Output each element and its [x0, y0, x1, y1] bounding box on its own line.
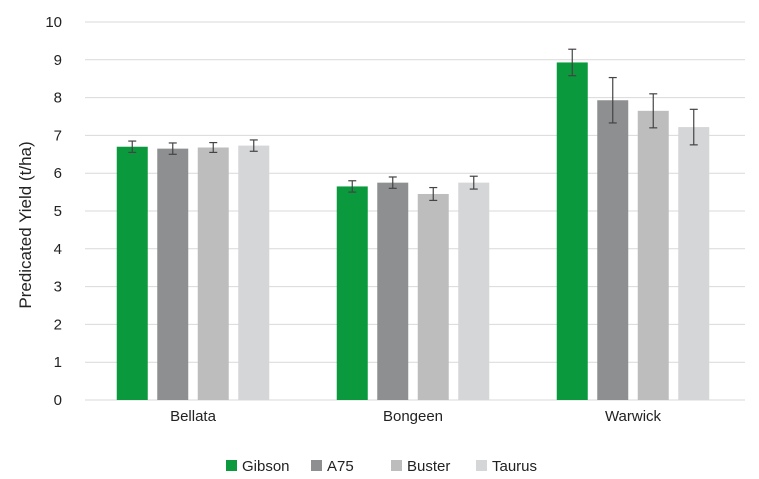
error-bars [128, 48, 698, 202]
bar-taurus-bellata [238, 145, 270, 400]
error-bar-taurus-bongeen [469, 175, 478, 190]
error-bar-gibson-warwick [568, 48, 577, 77]
y-tick-label: 2 [54, 316, 62, 333]
legend-swatch [476, 460, 487, 471]
error-bar-a75-bellata [168, 142, 177, 155]
legend: Gibson A75 Buster Taurus [226, 458, 537, 475]
legend-swatch [311, 460, 322, 471]
y-axis-title: Predicated Yield (t/ha) [16, 141, 35, 308]
error-bar-taurus-bellata [249, 139, 258, 152]
y-tick-label: 1 [54, 354, 62, 371]
legend-swatch [391, 460, 402, 471]
legend-item-a75: A75 [311, 458, 354, 475]
x-tick-label: Bellata [170, 408, 217, 425]
bars [116, 62, 710, 401]
bar-gibson-bongeen [336, 186, 368, 400]
bar-buster-bellata [197, 147, 229, 400]
y-tick-label: 7 [54, 127, 62, 144]
error-bar-taurus-warwick [689, 108, 698, 146]
bar-a75-bellata [157, 148, 189, 400]
bar-taurus-warwick [678, 127, 710, 401]
error-bar-a75-warwick [608, 76, 617, 124]
y-tick-label: 6 [54, 165, 62, 182]
legend-label: A75 [327, 458, 354, 475]
bar-buster-warwick [637, 110, 669, 400]
y-tick-label: 10 [45, 14, 62, 31]
bar-gibson-bellata [116, 146, 148, 400]
y-tick-label: 0 [54, 392, 62, 409]
bar-gibson-warwick [556, 62, 588, 401]
bar-a75-bongeen [377, 182, 409, 400]
y-tick-label: 3 [54, 279, 62, 296]
bar-buster-bongeen [417, 193, 449, 400]
y-tick-label: 8 [54, 90, 62, 107]
legend-item-gibson: Gibson [226, 458, 290, 475]
y-tick-label: 5 [54, 203, 62, 220]
legend-label: Taurus [492, 458, 537, 475]
bar-a75-warwick [597, 100, 629, 400]
error-bar-buster-warwick [649, 93, 658, 129]
y-axis-tick-labels: 0 1 2 3 4 5 6 7 8 9 10 [45, 14, 62, 409]
y-tick-label: 4 [54, 241, 62, 258]
error-bar-gibson-bellata [128, 140, 137, 154]
error-bar-buster-bellata [209, 141, 218, 154]
legend-swatch [226, 460, 237, 471]
error-bar-a75-bongeen [388, 176, 397, 189]
legend-item-buster: Buster [391, 458, 450, 475]
gridlines [85, 21, 745, 401]
legend-label: Gibson [242, 458, 290, 475]
x-axis-tick-labels: Bellata Bongeen Warwick [170, 408, 661, 425]
error-bar-gibson-bongeen [348, 180, 357, 193]
error-bar-buster-bongeen [429, 186, 438, 202]
legend-item-taurus: Taurus [476, 458, 537, 475]
legend-label: Buster [407, 458, 450, 475]
y-tick-label: 9 [54, 52, 62, 69]
bar-taurus-bongeen [458, 182, 490, 400]
x-tick-label: Bongeen [383, 408, 443, 425]
x-tick-label: Warwick [605, 408, 662, 425]
